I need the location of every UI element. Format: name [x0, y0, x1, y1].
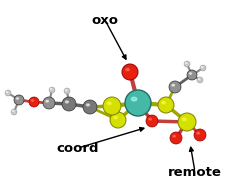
Circle shape — [169, 81, 181, 93]
Circle shape — [194, 129, 206, 141]
Circle shape — [29, 97, 39, 107]
Ellipse shape — [197, 132, 199, 134]
Circle shape — [64, 88, 70, 94]
Ellipse shape — [51, 89, 52, 90]
Ellipse shape — [162, 101, 165, 104]
Ellipse shape — [149, 118, 152, 120]
Circle shape — [11, 109, 17, 115]
Text: oxo: oxo — [92, 13, 118, 26]
Circle shape — [122, 64, 138, 80]
Circle shape — [62, 97, 76, 111]
Circle shape — [83, 100, 97, 114]
Circle shape — [187, 70, 197, 80]
Circle shape — [43, 97, 55, 109]
Circle shape — [110, 112, 126, 128]
Ellipse shape — [182, 118, 186, 121]
Ellipse shape — [86, 104, 89, 106]
Text: remote: remote — [168, 166, 222, 178]
Ellipse shape — [13, 111, 14, 112]
Ellipse shape — [65, 101, 68, 103]
Circle shape — [158, 97, 174, 113]
Ellipse shape — [114, 116, 117, 119]
Circle shape — [184, 61, 190, 67]
Circle shape — [200, 65, 206, 71]
Circle shape — [178, 113, 196, 131]
Circle shape — [197, 77, 203, 83]
Circle shape — [146, 115, 158, 127]
Ellipse shape — [107, 102, 111, 105]
Ellipse shape — [172, 84, 174, 86]
Ellipse shape — [173, 135, 175, 137]
Ellipse shape — [190, 73, 192, 74]
Circle shape — [14, 95, 24, 105]
Ellipse shape — [126, 68, 129, 71]
Ellipse shape — [6, 92, 8, 93]
Text: coord: coord — [57, 142, 99, 154]
Ellipse shape — [131, 97, 137, 101]
Circle shape — [170, 132, 182, 144]
Ellipse shape — [198, 79, 200, 80]
Ellipse shape — [46, 100, 48, 102]
Ellipse shape — [31, 100, 34, 101]
Ellipse shape — [65, 90, 67, 91]
Ellipse shape — [185, 63, 187, 64]
Circle shape — [49, 87, 55, 93]
Circle shape — [125, 90, 151, 116]
Circle shape — [5, 90, 11, 96]
Ellipse shape — [17, 98, 19, 99]
Circle shape — [103, 97, 121, 115]
